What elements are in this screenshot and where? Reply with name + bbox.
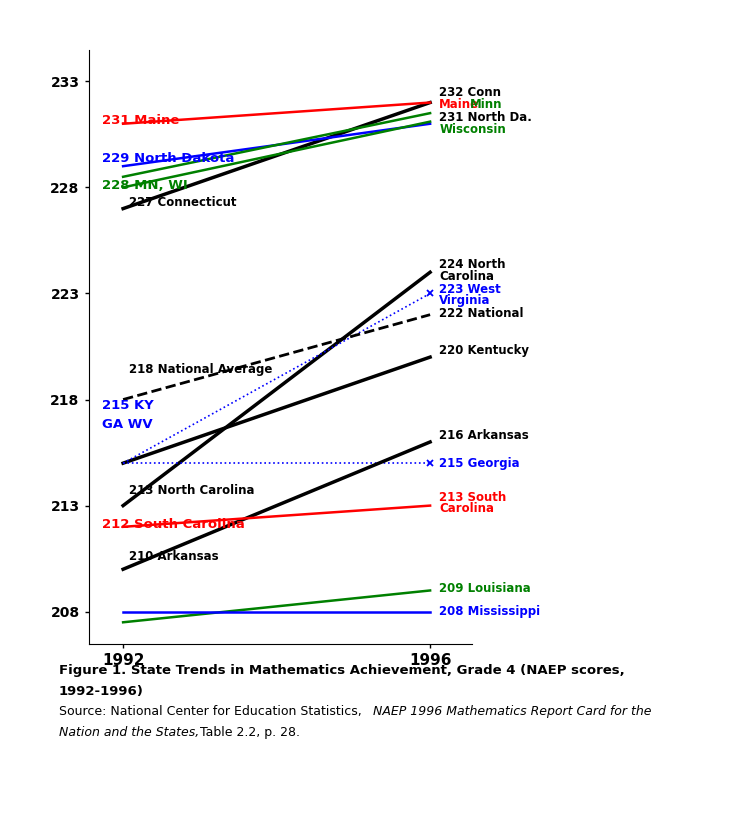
Text: 224 North: 224 North — [439, 258, 506, 271]
Text: NAEP 1996 Mathematics Report Card for the: NAEP 1996 Mathematics Report Card for th… — [373, 705, 651, 719]
Text: 223 West: 223 West — [439, 283, 501, 295]
Text: Wisconsin: Wisconsin — [439, 123, 506, 135]
Text: Minn: Minn — [470, 98, 503, 111]
Text: 232 Conn: 232 Conn — [439, 87, 501, 100]
Text: 213 South: 213 South — [439, 491, 506, 503]
Text: Carolina: Carolina — [439, 270, 494, 283]
Text: Source: National Center for Education Statistics,: Source: National Center for Education St… — [59, 705, 366, 719]
Text: 231 North Da.: 231 North Da. — [439, 111, 532, 124]
Text: 229 North Dakota: 229 North Dakota — [102, 153, 234, 165]
Text: Virginia: Virginia — [439, 295, 491, 308]
Text: 216 Arkansas: 216 Arkansas — [439, 429, 529, 442]
Text: 213 North Carolina: 213 North Carolina — [129, 484, 255, 497]
Text: Figure 1. State Trends in Mathematics Achievement, Grade 4 (NAEP scores,: Figure 1. State Trends in Mathematics Ac… — [59, 664, 625, 677]
Text: GA WV: GA WV — [102, 418, 152, 431]
Text: 222 National: 222 National — [439, 307, 524, 320]
Text: Nation and the States,: Nation and the States, — [59, 726, 199, 739]
Text: 215 KY: 215 KY — [102, 399, 154, 412]
Text: 215 Georgia: 215 Georgia — [439, 457, 520, 469]
Text: 209 Louisiana: 209 Louisiana — [439, 582, 531, 595]
Text: 208 Mississippi: 208 Mississippi — [439, 606, 540, 618]
Text: 231 Maine: 231 Maine — [102, 114, 179, 127]
Text: 227 Connecticut: 227 Connecticut — [129, 196, 237, 209]
Text: 220 Kentucky: 220 Kentucky — [439, 344, 529, 357]
Text: 210 Arkansas: 210 Arkansas — [129, 550, 219, 563]
Text: 218 National Average: 218 National Average — [129, 363, 272, 376]
Text: 1992-1996): 1992-1996) — [59, 685, 144, 698]
Text: Maine: Maine — [439, 98, 480, 111]
Text: Carolina: Carolina — [439, 502, 494, 516]
Text: 212 South Carolina: 212 South Carolina — [102, 518, 244, 531]
Text: 228 MN, WI: 228 MN, WI — [102, 179, 187, 191]
Text: Table 2.2, p. 28.: Table 2.2, p. 28. — [196, 726, 300, 739]
